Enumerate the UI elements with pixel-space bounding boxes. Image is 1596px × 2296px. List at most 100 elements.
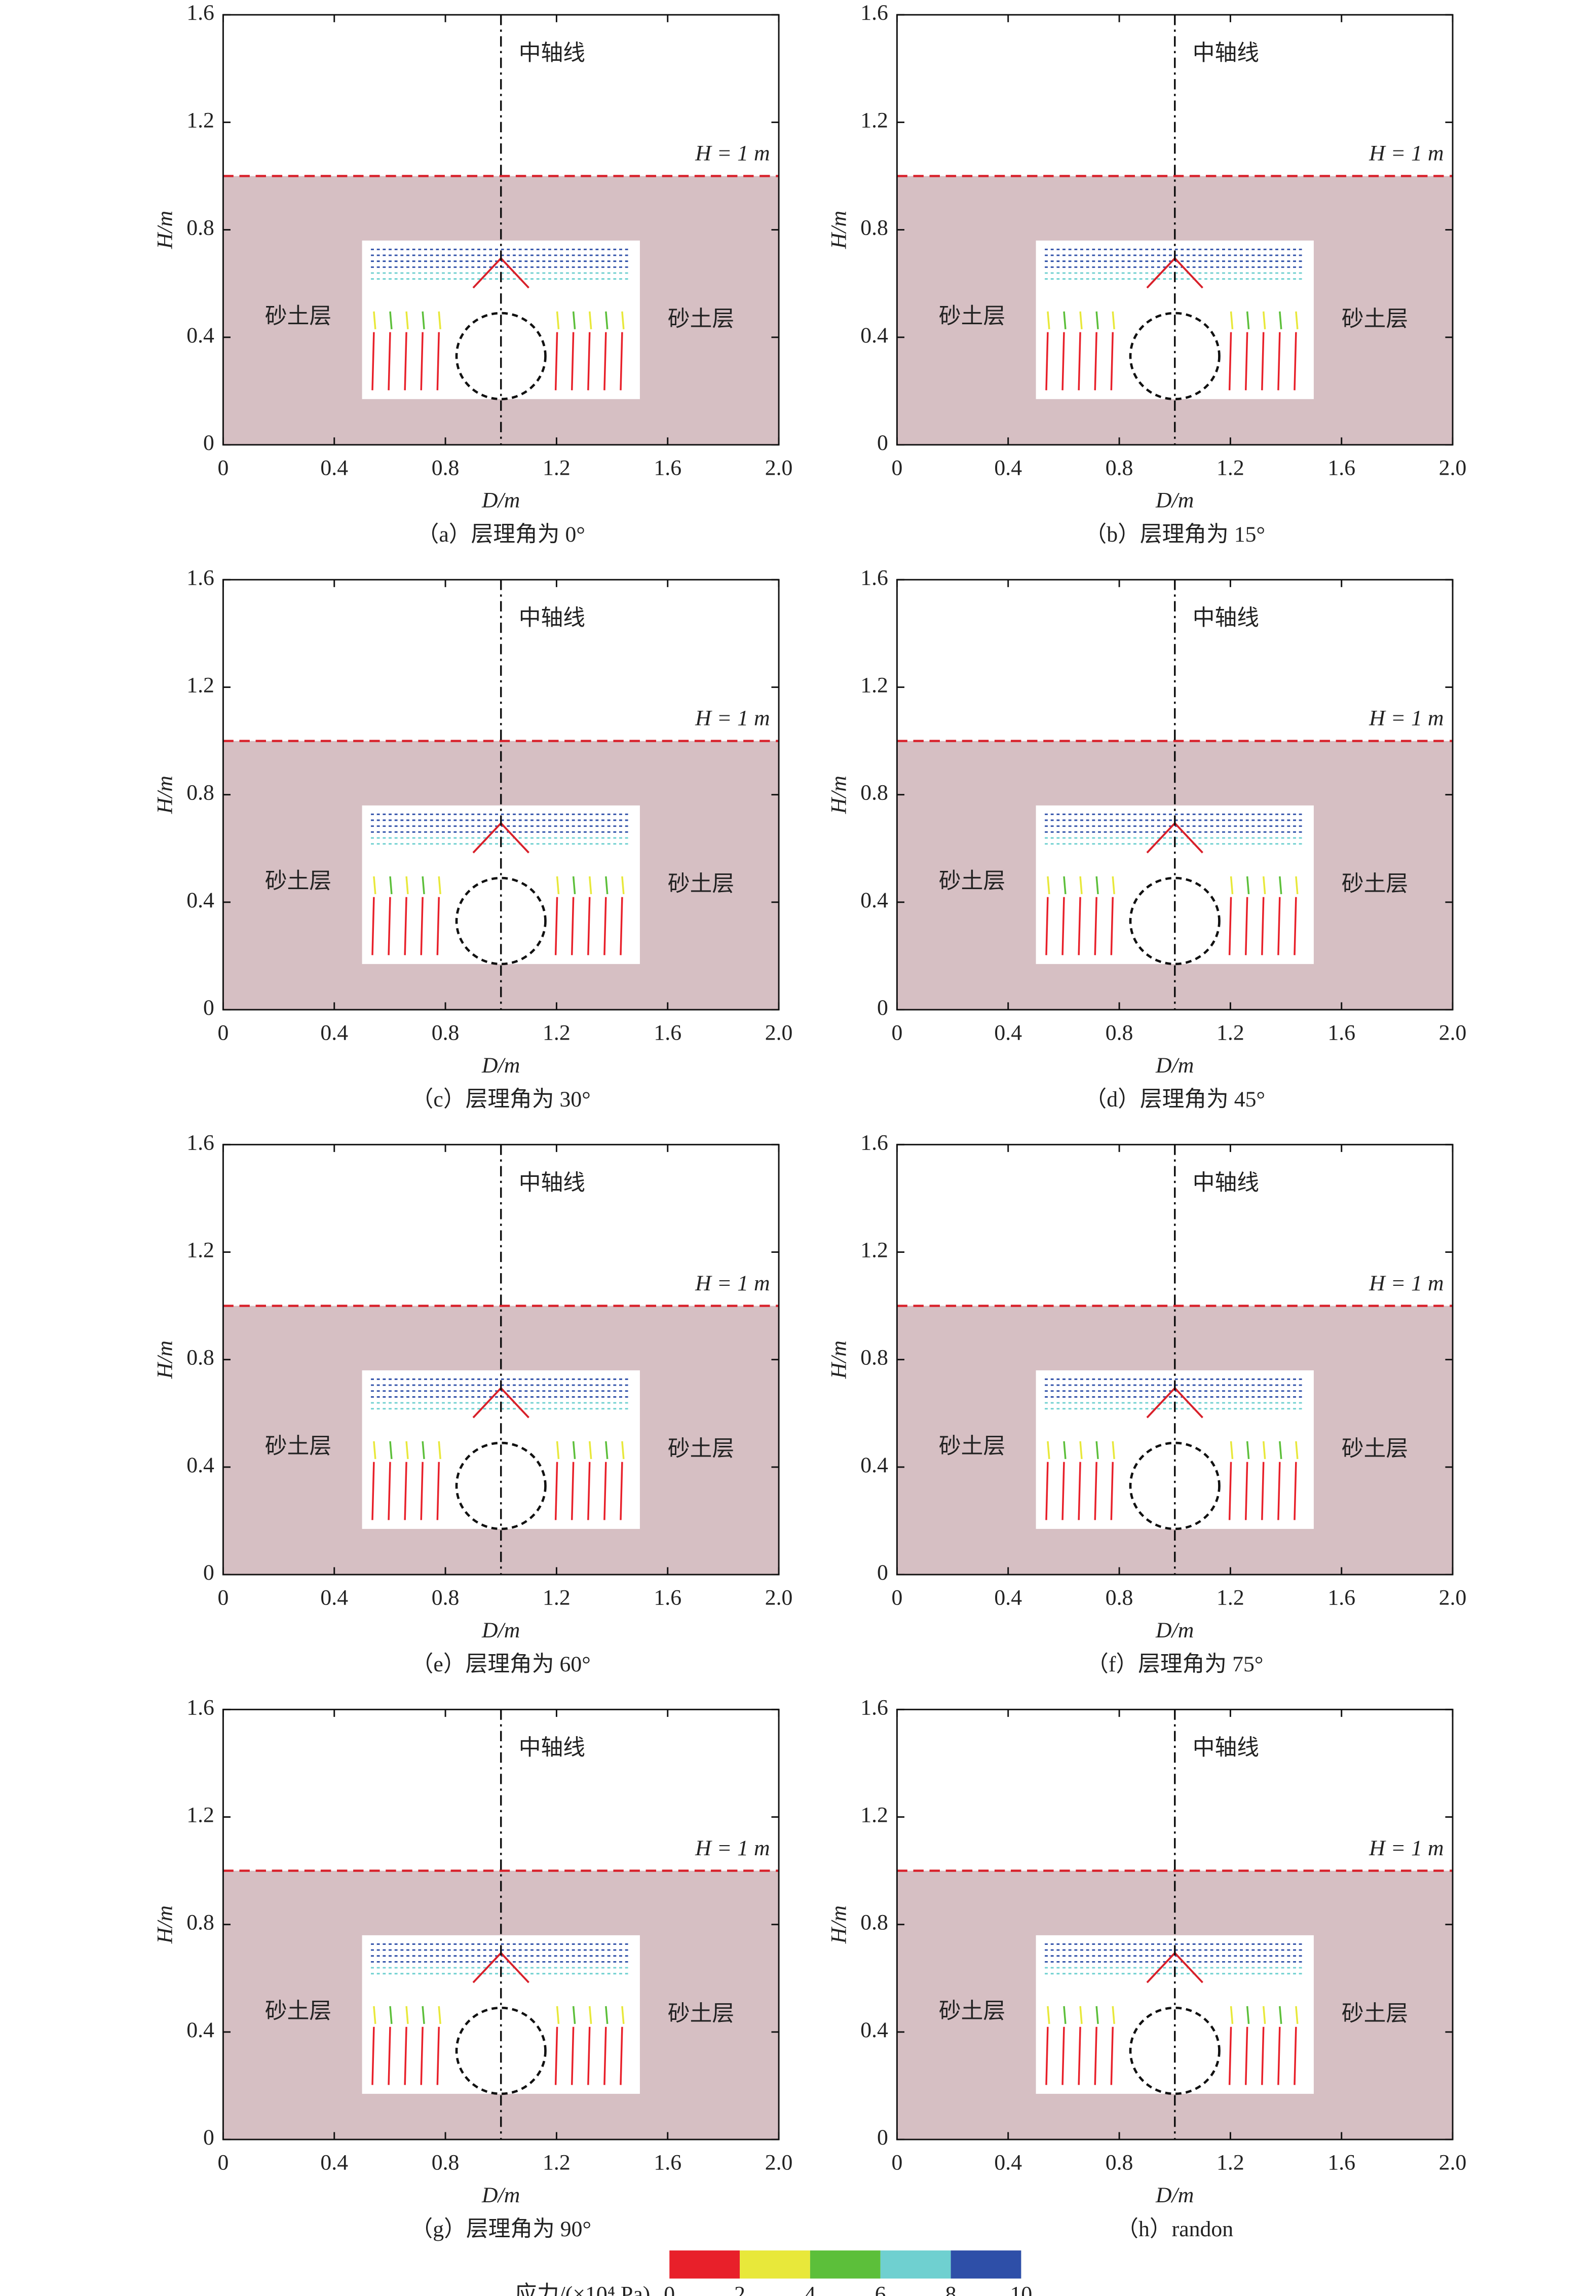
particle-vector: [1063, 2006, 1067, 2024]
y-tick-label: 0: [203, 431, 214, 455]
particle-vector: [605, 1441, 609, 1460]
particle-vector: [422, 876, 425, 894]
particle-vector: [1246, 1441, 1250, 1460]
particle-vector: [554, 2026, 558, 2085]
y-tick-label: 0.4: [860, 2018, 888, 2042]
x-axis-label: D/m: [1155, 1618, 1194, 1642]
particle-vector: [404, 332, 407, 391]
particle-vector: [420, 2026, 424, 2085]
particle-vector: [1246, 2006, 1250, 2024]
particle-vector: [587, 2026, 591, 2085]
y-axis-label: H/m: [827, 211, 851, 249]
region-label: 砂土层: [1342, 1437, 1408, 1461]
x-axis-label: D/m: [481, 488, 520, 513]
particle-vector: [422, 311, 425, 329]
particle-vector: [371, 1462, 375, 1520]
tunnel-outline: [1129, 876, 1221, 966]
tunnel-outline: [455, 312, 547, 401]
y-axis-label: H/m: [827, 1905, 851, 1944]
particle-vector: [556, 1441, 560, 1460]
x-tick-label: 0: [891, 1021, 902, 1045]
x-tick-label: 1.6: [1327, 2151, 1355, 2175]
particle-vector: [556, 311, 560, 329]
particle-vector: [1295, 2006, 1299, 2024]
particle-vector: [420, 332, 424, 391]
particle-vector: [1078, 897, 1081, 955]
caption: （e）层理角为 60°: [411, 1652, 591, 1676]
y-tick-label: 0: [877, 1560, 888, 1585]
particle-vector: [436, 2026, 440, 2085]
caption: （b）层理角为 15°: [1084, 522, 1265, 547]
x-tick-label: 1.2: [543, 456, 571, 480]
particle-vector: [572, 876, 576, 894]
particle-vector: [1228, 897, 1232, 955]
caption: （c）层理角为 30°: [411, 1087, 591, 1112]
x-tick-label: 0.4: [994, 1021, 1022, 1045]
particle-vector: [1245, 897, 1248, 955]
centerline-label: 中轴线: [1193, 606, 1259, 630]
y-tick-label: 0: [203, 2125, 214, 2150]
y-tick-label: 0: [203, 996, 214, 1020]
particle-vector: [420, 897, 424, 955]
particle-vector: [589, 876, 592, 894]
region-label: 砂土层: [265, 869, 331, 894]
colorbar-segment: [669, 2250, 740, 2279]
particle-vector: [621, 311, 625, 329]
particle-vector: [438, 876, 441, 894]
particle-vector: [373, 311, 376, 329]
particle-vector: [1246, 311, 1250, 329]
particle-vector: [1245, 1462, 1248, 1520]
x-tick-label: 1.2: [1217, 1021, 1244, 1045]
x-tick-label: 1.6: [1327, 1586, 1355, 1610]
particle-vector: [1261, 332, 1265, 391]
particle-vector: [1112, 1441, 1115, 1460]
particle-vector: [1277, 332, 1281, 391]
particle-vector: [1061, 2026, 1065, 2085]
particle-vector: [603, 332, 607, 391]
x-tick-label: 0.8: [1106, 1021, 1133, 1045]
y-tick-label: 0: [877, 431, 888, 455]
particle-vector: [556, 2006, 560, 2024]
particle-vector: [1095, 311, 1099, 329]
particle-vector: [1047, 1441, 1050, 1460]
particle-vector: [1112, 876, 1115, 894]
particle-vector: [1047, 311, 1050, 329]
y-tick-label: 1.6: [860, 1, 888, 25]
caption: （g）层理角为 90°: [410, 2217, 591, 2241]
y-tick-label: 1.2: [860, 108, 888, 132]
centerline-label: 中轴线: [519, 606, 585, 630]
centerline-label: 中轴线: [1193, 1171, 1259, 1195]
particle-vector: [589, 2006, 592, 2024]
particle-vector: [1094, 332, 1097, 391]
colorbar-segment: [740, 2250, 810, 2279]
layer-label: H = 1 m: [1369, 706, 1443, 731]
y-tick-label: 1.6: [186, 565, 214, 590]
particle-vector: [1294, 332, 1297, 391]
particle-vector: [1261, 897, 1265, 955]
particle-vector: [572, 2006, 576, 2024]
particle-vector: [587, 332, 591, 391]
particle-vector: [556, 876, 560, 894]
y-tick-label: 0.8: [186, 1346, 214, 1370]
particle-vector: [388, 1462, 391, 1520]
y-tick-label: 0.8: [186, 216, 214, 240]
y-tick-label: 0.4: [860, 1453, 888, 1477]
particle-vector: [620, 332, 623, 391]
x-tick-label: 0.4: [320, 1021, 348, 1045]
x-tick-label: 2.0: [765, 2151, 793, 2175]
particle-vector: [1277, 2026, 1281, 2085]
particle-vector: [603, 2026, 607, 2085]
particle-vector: [1110, 332, 1114, 391]
x-axis-label: D/m: [1155, 1053, 1194, 1078]
particle-vector: [1228, 2026, 1232, 2085]
colorbar-segment: [810, 2250, 881, 2279]
layer-label: H = 1 m: [695, 141, 770, 166]
particle-vector: [603, 897, 607, 955]
particle-vector: [405, 311, 409, 329]
x-axis-label: D/m: [481, 2183, 520, 2207]
y-axis-label: H/m: [827, 1341, 851, 1379]
colorbar-tick-label: 0: [664, 2282, 675, 2296]
x-tick-label: 1.6: [654, 1586, 681, 1610]
particle-vector: [1279, 876, 1282, 894]
